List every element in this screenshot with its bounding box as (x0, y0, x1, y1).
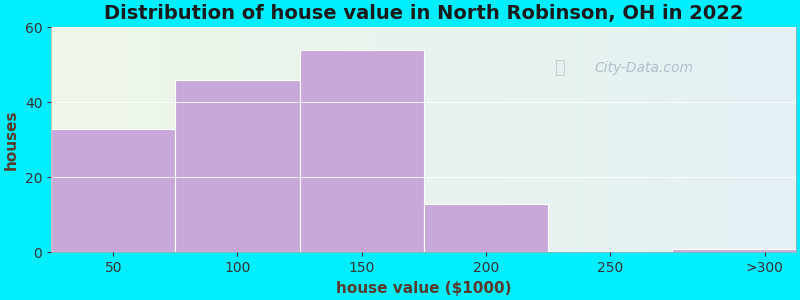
X-axis label: house value ($1000): house value ($1000) (336, 281, 511, 296)
Text: City-Data.com: City-Data.com (595, 61, 694, 75)
Bar (424, 204, 548, 252)
Title: Distribution of house value in North Robinson, OH in 2022: Distribution of house value in North Rob… (104, 4, 743, 23)
Bar (299, 50, 424, 252)
Bar (51, 129, 175, 252)
Bar (672, 248, 796, 252)
Y-axis label: houses: houses (4, 110, 19, 170)
Bar (175, 80, 299, 252)
Text: ⧗: ⧗ (554, 59, 565, 77)
